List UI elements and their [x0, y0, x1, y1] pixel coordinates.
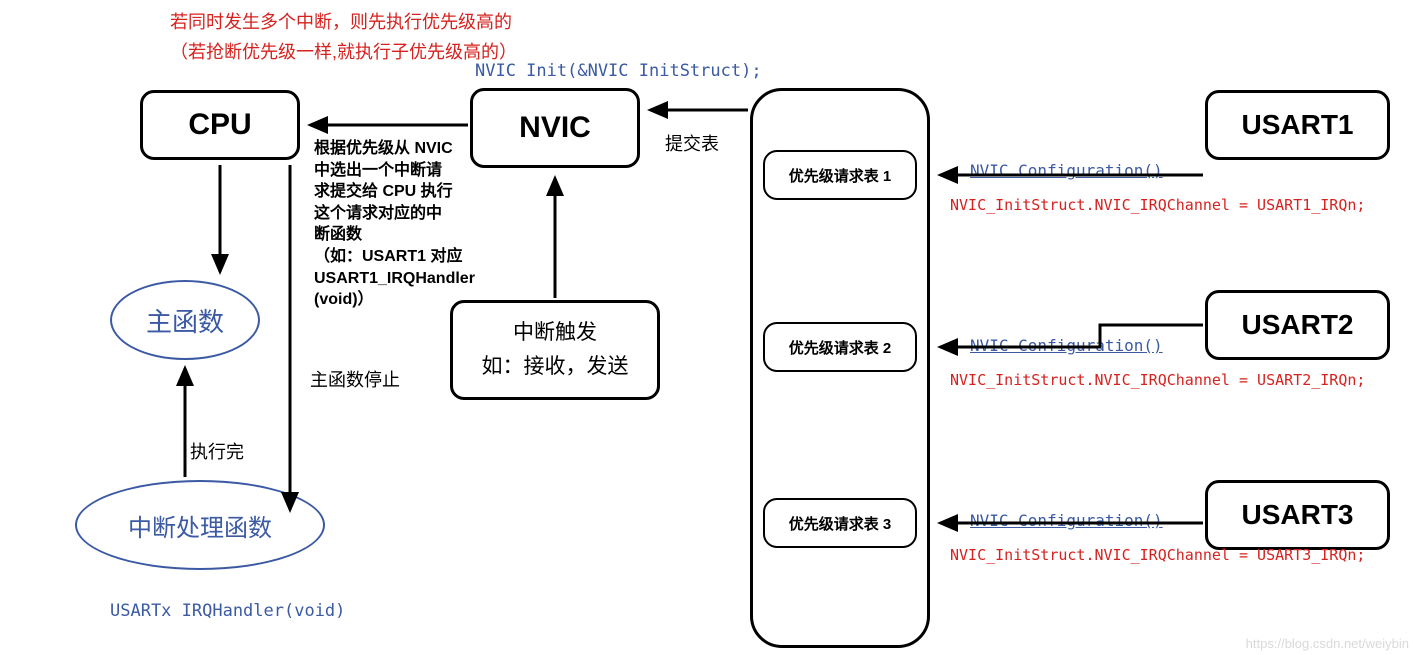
trigger-line2: 如：接收，发送 [482, 350, 629, 384]
node-req1: 优先级请求表 1 [763, 150, 917, 200]
node-cpu: CPU [140, 90, 300, 160]
node-usart3: USART3 [1205, 480, 1390, 550]
node-trigger: 中断触发 如：接收，发送 [450, 300, 660, 400]
label-nvicconf-3: NVIC Configuration() [970, 510, 1163, 532]
label-nvicconf-1: NVIC Configuration() [970, 160, 1163, 182]
node-usart2: USART2 [1205, 290, 1390, 360]
node-req2: 优先级请求表 2 [763, 322, 917, 372]
trigger-line1: 中断触发 [513, 316, 597, 350]
watermark: https://blog.csdn.net/weiybin [1246, 636, 1409, 651]
label-irq2: NVIC_InitStruct.NVIC_IRQChannel = USART2… [950, 370, 1365, 390]
ellipse-handler: 中断处理函数 [75, 480, 325, 570]
label-nvicconf-2: NVIC Configuration() [970, 335, 1163, 357]
label-done: 执行完 [190, 440, 244, 464]
diagram-root: 若同时发生多个中断，则先执行优先级高的 （若抢断优先级一样,就执行子优先级高的）… [0, 0, 1417, 655]
top-note-code: NVIC Init(&NVIC InitStruct); [475, 60, 762, 83]
node-req3: 优先级请求表 3 [763, 498, 917, 548]
label-mainstop: 主函数停止 [310, 368, 400, 392]
label-irq3: NVIC_InitStruct.NVIC_IRQChannel = USART3… [950, 545, 1365, 565]
label-submit: 提交表 [665, 132, 719, 156]
nvic-detail: 根据优先级从 NVIC 中选出一个中断请 求提交给 CPU 执行 这个请求对应的… [314, 138, 475, 311]
node-usart1: USART1 [1205, 90, 1390, 160]
ellipse-mainfn: 主函数 [110, 280, 260, 360]
top-note-line1: 若同时发生多个中断，则先执行优先级高的 [170, 10, 512, 34]
label-irq1: NVIC_InitStruct.NVIC_IRQChannel = USART1… [950, 195, 1365, 215]
label-handler-sig: USARTx IRQHandler(void) [110, 600, 345, 623]
top-note-line2: （若抢断优先级一样,就执行子优先级高的） [170, 40, 517, 64]
node-nvic: NVIC [470, 88, 640, 168]
